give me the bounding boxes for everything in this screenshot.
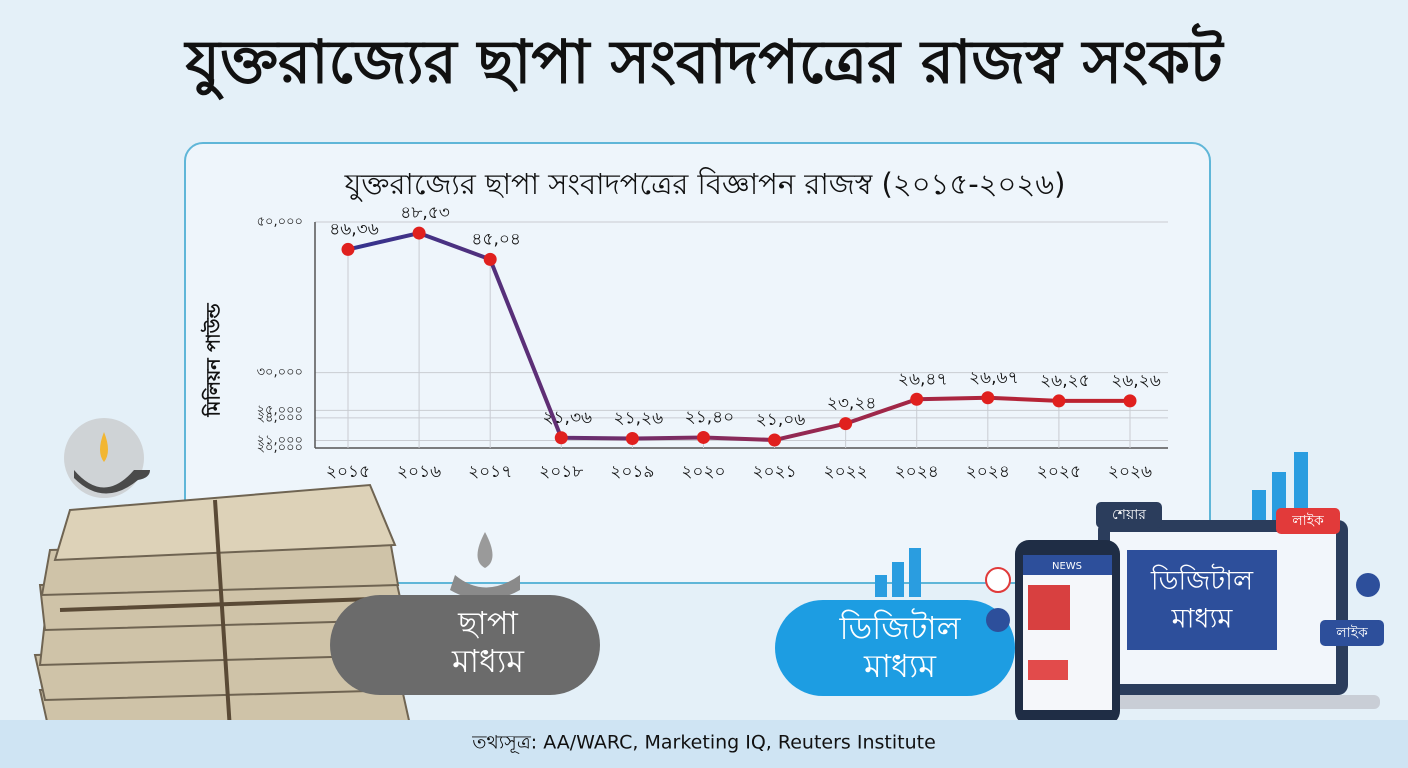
thumb [1028, 660, 1068, 680]
data-point [981, 391, 995, 405]
data-point [910, 392, 924, 406]
main-title: যুক্তরাজ্যের ছাপা সংবাদপত্রের রাজস্ব সংক… [183, 23, 1225, 101]
phone-screen [1023, 555, 1112, 710]
laptop-banner [1127, 550, 1277, 650]
data-point [341, 242, 355, 256]
x-tick-label: ২০১৭ [468, 462, 512, 482]
lamp [74, 470, 150, 494]
data-point [696, 430, 710, 444]
x-tick-label: ২০১৬ [397, 462, 441, 482]
digital-illustration: ডিজিটাল মাধ্যম ডিজিটাল মাধ্যম শেয়ার লাই… [775, 452, 1384, 725]
laptop-label: মাধ্যম [1171, 604, 1234, 635]
data-point [1123, 394, 1137, 408]
data-point [554, 431, 568, 445]
y-tick-label: ৫০,০০০ [257, 215, 303, 230]
phone-header [1023, 555, 1112, 575]
revenue-line [347, 231, 1131, 443]
chart-title: যুক্তরাজ্যের ছাপা সংবাদপত্রের বিজ্ঞাপন র… [344, 167, 1066, 202]
heart-icon [985, 567, 1011, 593]
value-label: ২১,২৬ [614, 409, 664, 429]
digital-pill [775, 600, 1015, 696]
x-tick-label: ২০২৬ [1108, 462, 1152, 482]
lamp-icon [450, 575, 520, 600]
y-axis-label: মিলিয়ন পাউন্ড [201, 303, 225, 418]
like-label: লাইক [1335, 624, 1368, 641]
y-tick-label: ২০,০০০ [257, 441, 303, 456]
like-badge [1276, 508, 1340, 534]
value-label: ২৬,৬৭ [969, 368, 1019, 388]
digital-label: মাধ্যম [863, 647, 937, 685]
laptop-label: ডিজিটাল [1150, 564, 1254, 597]
value-label: ২১,০৬ [756, 410, 806, 430]
digital-label: ডিজিটাল [838, 608, 961, 647]
print-pill [330, 595, 600, 695]
value-label: ২৬,২৬ [1111, 371, 1161, 391]
share-badge [1096, 502, 1162, 528]
laptop-base [1070, 695, 1380, 709]
video-thumb [1028, 585, 1070, 630]
data-point [625, 432, 639, 446]
x-tick-label: ২০২৪ [966, 462, 1010, 482]
value-label: ৪৫,০৪ [471, 229, 521, 249]
x-tick-label: ২০২৪ [895, 462, 939, 482]
data-point [483, 252, 497, 266]
twine [59, 499, 401, 731]
y-tick-label: ২৫,০০০ [257, 403, 303, 418]
y-tick-label: ২১,০০০ [257, 433, 303, 448]
data-point [839, 417, 853, 431]
value-label: ২১,৩৬ [542, 408, 592, 428]
share-label: শেয়ার [1112, 507, 1146, 523]
value-label: ৪৮,৫৩ [400, 203, 450, 223]
footer-band [0, 720, 1408, 768]
print-label: ছাপা [457, 604, 518, 642]
value-label: ২৬,২৫ [1040, 371, 1090, 391]
like-icon [986, 608, 1010, 632]
x-tick-label: ২০২০ [681, 462, 725, 482]
like-badge [1320, 620, 1384, 646]
x-tick-label: ২০১৫ [326, 462, 370, 482]
print-label: মাধ্যম [451, 642, 525, 680]
data-point [1052, 394, 1066, 408]
y-tick-label: ২৪,০০০ [257, 410, 303, 425]
value-label: ৪৬,৩৬ [329, 219, 379, 239]
chart-frame [184, 142, 1211, 584]
data-point [768, 433, 782, 447]
y-tick-label: ৩০,০০০ [257, 365, 303, 380]
value-label: ২৬,৪৭ [898, 369, 948, 389]
like-label: লাইক [1291, 512, 1324, 529]
phone-header-text: NEWS [1052, 561, 1082, 572]
lamp-flame [100, 432, 108, 462]
x-tick-label: ২০২২ [824, 462, 868, 482]
data-point [412, 226, 426, 240]
drop-icon [477, 532, 493, 568]
value-label: ২৩,২৪ [827, 394, 877, 414]
x-tick-label: ২০২১ [752, 462, 796, 482]
x-tick-label: ২০২৫ [1037, 462, 1081, 482]
like-icon [1356, 573, 1380, 597]
value-label: ২১,৪০ [685, 407, 735, 427]
source: তথ্যসূত্র: AA/WARC, Marketing IQ, Reuter… [471, 732, 936, 754]
x-tick-label: ২০১৮ [539, 462, 583, 482]
x-tick-label: ২০১৯ [610, 462, 654, 482]
